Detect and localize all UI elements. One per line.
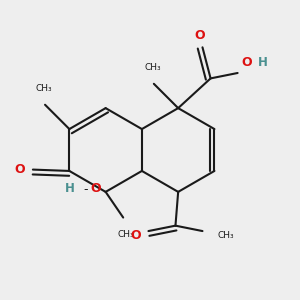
Text: -: - <box>83 183 88 196</box>
Text: CH₃: CH₃ <box>118 230 134 239</box>
Text: CH₃: CH₃ <box>144 63 161 72</box>
Text: O: O <box>242 56 252 69</box>
Text: O: O <box>194 29 205 43</box>
Text: O: O <box>15 163 25 176</box>
Text: H: H <box>65 182 75 195</box>
Text: H: H <box>258 56 268 69</box>
Text: CH₃: CH₃ <box>217 231 234 240</box>
Text: O: O <box>130 230 141 242</box>
Text: O: O <box>90 182 101 195</box>
Text: CH₃: CH₃ <box>35 84 52 93</box>
